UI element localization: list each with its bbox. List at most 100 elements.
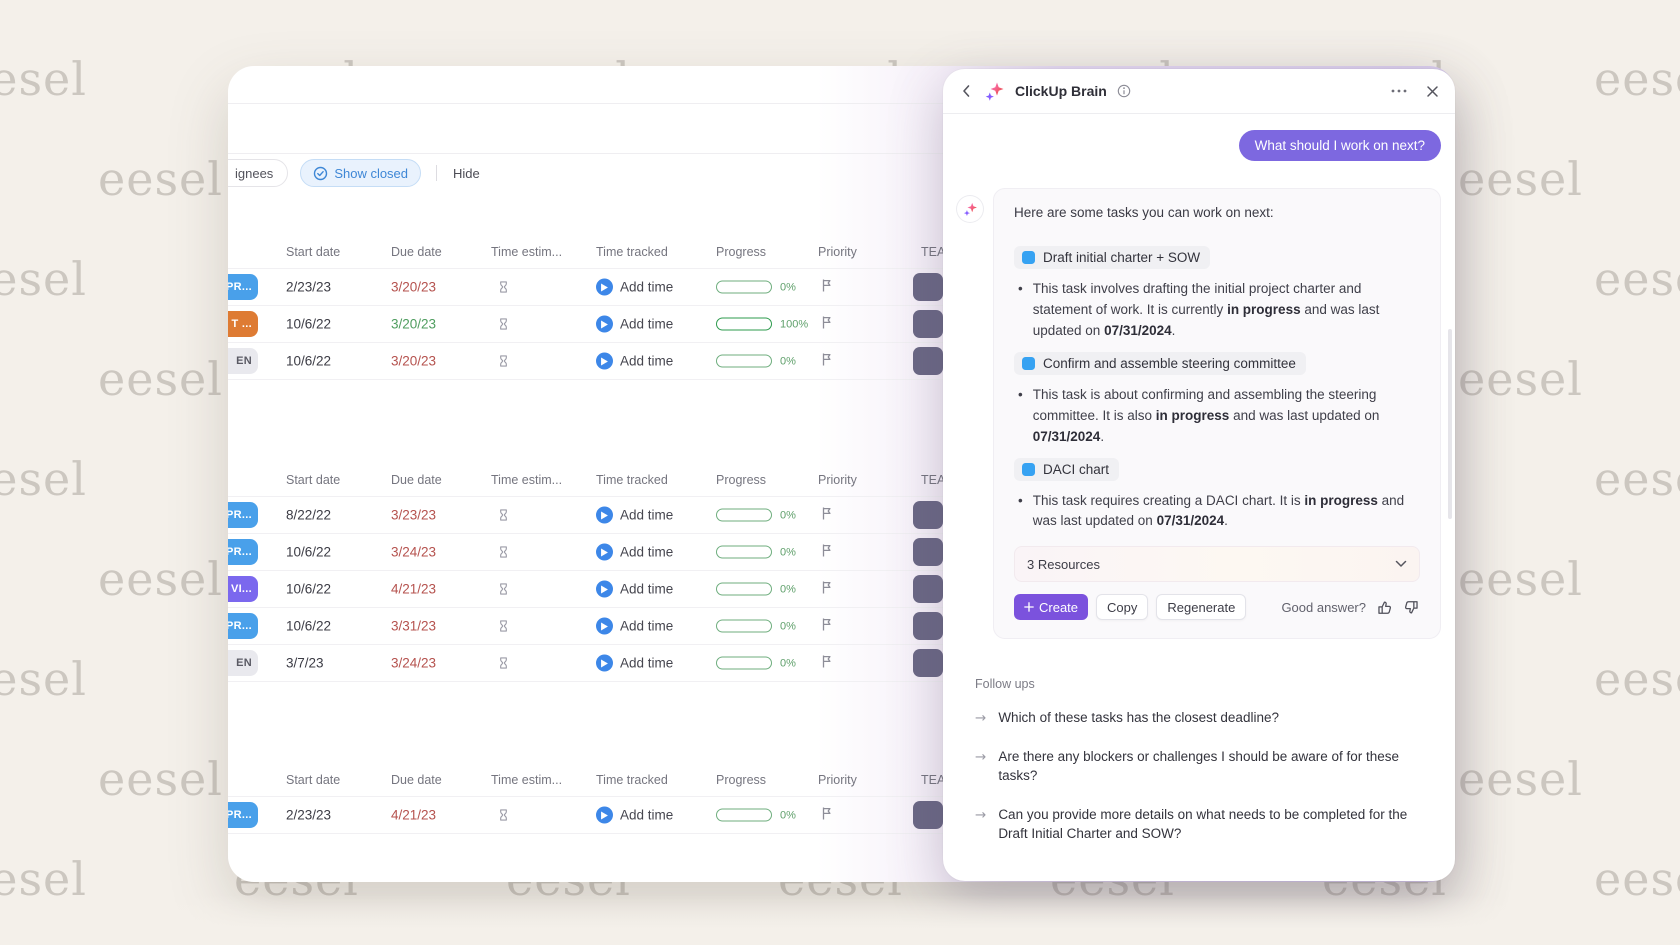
status-badge[interactable]: T ... bbox=[228, 311, 258, 337]
due-date-cell[interactable]: 4/21/23 bbox=[391, 581, 437, 597]
time-estimate-cell[interactable] bbox=[496, 581, 511, 597]
start-date-cell[interactable]: 10/6/22 bbox=[286, 316, 332, 332]
column-header[interactable]: Due date bbox=[391, 773, 442, 787]
task-row[interactable]: EN 10/6/22 3/20/23 Add time 0% bbox=[228, 342, 1455, 379]
team-badge[interactable] bbox=[913, 649, 943, 677]
column-header[interactable]: Start date bbox=[286, 473, 341, 487]
show-closed-toggle[interactable]: Show closed bbox=[300, 159, 422, 187]
status-badge[interactable]: VI... bbox=[228, 576, 258, 602]
resources-dropdown[interactable]: 3 Resources bbox=[1014, 546, 1420, 583]
hide-button[interactable]: Hide bbox=[453, 165, 480, 181]
column-header[interactable]: Time estim... bbox=[491, 245, 563, 259]
copy-button[interactable]: Copy bbox=[1096, 594, 1149, 621]
team-badge[interactable] bbox=[913, 538, 943, 566]
team-badge[interactable] bbox=[913, 575, 943, 603]
status-badge[interactable]: EN bbox=[228, 650, 258, 676]
due-date-cell[interactable]: 3/20/23 bbox=[391, 279, 437, 295]
column-header[interactable]: TEA bbox=[921, 245, 946, 259]
add-time-button[interactable]: Add time bbox=[596, 580, 673, 598]
add-time-button[interactable]: Add time bbox=[596, 806, 673, 824]
column-header[interactable]: Start date bbox=[286, 245, 341, 259]
due-date-cell[interactable]: 3/20/23 bbox=[391, 353, 437, 369]
due-date-cell[interactable]: 3/23/23 bbox=[391, 507, 437, 523]
priority-flag-icon[interactable] bbox=[820, 278, 834, 296]
column-header[interactable]: Progress bbox=[716, 245, 767, 259]
add-time-button[interactable]: Add time bbox=[596, 617, 673, 635]
start-date-cell[interactable]: 2/23/23 bbox=[286, 279, 332, 295]
column-header[interactable]: TEA bbox=[921, 473, 946, 487]
more-options-icon[interactable] bbox=[1390, 88, 1408, 94]
time-estimate-cell[interactable] bbox=[496, 316, 511, 332]
assignees-filter[interactable]: ignees bbox=[228, 159, 289, 187]
close-icon[interactable] bbox=[1426, 85, 1439, 98]
column-header[interactable]: Progress bbox=[716, 473, 767, 487]
add-time-button[interactable]: Add time bbox=[596, 315, 673, 333]
start-date-cell[interactable]: 10/6/22 bbox=[286, 353, 332, 369]
priority-flag-icon[interactable] bbox=[820, 506, 834, 524]
team-badge[interactable] bbox=[913, 273, 943, 301]
time-estimate-cell[interactable] bbox=[496, 618, 511, 634]
column-header[interactable]: Time estim... bbox=[491, 773, 563, 787]
column-header[interactable]: Time estim... bbox=[491, 473, 563, 487]
task-row[interactable]: PR... 8/22/22 3/23/23 Add time 0% bbox=[228, 496, 1455, 533]
followup-suggestion[interactable]: → Which of these tasks has the closest d… bbox=[975, 709, 1417, 728]
priority-flag-icon[interactable] bbox=[820, 352, 834, 370]
task-chip[interactable]: Draft initial charter + SOW bbox=[1014, 246, 1211, 269]
due-date-cell[interactable]: 3/24/23 bbox=[391, 544, 437, 560]
start-date-cell[interactable]: 2/23/23 bbox=[286, 807, 332, 823]
column-header[interactable]: Priority bbox=[818, 473, 857, 487]
due-date-cell[interactable]: 3/24/23 bbox=[391, 655, 437, 671]
time-estimate-cell[interactable] bbox=[496, 279, 511, 295]
time-estimate-cell[interactable] bbox=[496, 807, 511, 823]
team-badge[interactable] bbox=[913, 612, 943, 640]
back-button[interactable] bbox=[959, 83, 973, 99]
task-row[interactable]: PR... 2/23/23 4/21/23 Add time 0% bbox=[228, 796, 1455, 833]
priority-flag-icon[interactable] bbox=[820, 654, 834, 672]
time-estimate-cell[interactable] bbox=[496, 655, 511, 671]
priority-flag-icon[interactable] bbox=[820, 617, 834, 635]
start-date-cell[interactable]: 3/7/23 bbox=[286, 655, 324, 671]
task-row[interactable]: PR... 10/6/22 3/31/23 Add time 0% bbox=[228, 607, 1455, 644]
thumbs-down-icon[interactable] bbox=[1403, 599, 1420, 616]
priority-flag-icon[interactable] bbox=[820, 543, 834, 561]
column-header[interactable]: Progress bbox=[716, 773, 767, 787]
start-date-cell[interactable]: 10/6/22 bbox=[286, 581, 332, 597]
add-time-button[interactable]: Add time bbox=[596, 654, 673, 672]
priority-flag-icon[interactable] bbox=[820, 806, 834, 824]
create-button[interactable]: Create bbox=[1014, 594, 1089, 621]
task-row[interactable]: PR... 10/6/22 3/24/23 Add time 0% bbox=[228, 533, 1455, 570]
due-date-cell[interactable]: 3/31/23 bbox=[391, 618, 437, 634]
task-row[interactable]: T ... 10/6/22 3/20/23 Add time 100% bbox=[228, 305, 1455, 342]
status-badge[interactable]: PR... bbox=[228, 274, 258, 300]
column-header[interactable]: Due date bbox=[391, 473, 442, 487]
task-row[interactable]: VI... 10/6/22 4/21/23 Add time 0% bbox=[228, 570, 1455, 607]
due-date-cell[interactable]: 3/20/23 bbox=[391, 316, 437, 332]
status-badge[interactable]: EN bbox=[228, 348, 258, 374]
add-time-button[interactable]: Add time bbox=[596, 506, 673, 524]
regenerate-button[interactable]: Regenerate bbox=[1156, 594, 1247, 621]
team-badge[interactable] bbox=[913, 801, 943, 829]
due-date-cell[interactable]: 4/21/23 bbox=[391, 807, 437, 823]
add-time-button[interactable]: Add time bbox=[596, 352, 673, 370]
time-estimate-cell[interactable] bbox=[496, 353, 511, 369]
thumbs-up-icon[interactable] bbox=[1376, 599, 1393, 616]
followup-suggestion[interactable]: → Are there any blockers or challenges I… bbox=[975, 748, 1417, 786]
column-header[interactable]: Due date bbox=[391, 245, 442, 259]
time-estimate-cell[interactable] bbox=[496, 507, 511, 523]
task-chip[interactable]: Confirm and assemble steering committee bbox=[1014, 351, 1306, 375]
column-header[interactable]: TEA bbox=[921, 773, 946, 787]
time-estimate-cell[interactable] bbox=[496, 544, 511, 560]
followup-suggestion[interactable]: → Can you provide more details on what n… bbox=[975, 806, 1417, 844]
column-header[interactable]: Time tracked bbox=[596, 773, 668, 787]
team-badge[interactable] bbox=[913, 501, 943, 529]
task-chip[interactable]: DACI chart bbox=[1014, 457, 1120, 481]
task-row[interactable]: EN 3/7/23 3/24/23 Add time 0% bbox=[228, 644, 1455, 681]
column-header[interactable]: Start date bbox=[286, 773, 341, 787]
status-badge[interactable]: PR... bbox=[228, 502, 258, 528]
start-date-cell[interactable]: 8/22/22 bbox=[286, 507, 332, 523]
start-date-cell[interactable]: 10/6/22 bbox=[286, 618, 332, 634]
start-date-cell[interactable]: 10/6/22 bbox=[286, 544, 332, 560]
status-badge[interactable]: PR... bbox=[228, 613, 258, 639]
status-badge[interactable]: PR... bbox=[228, 802, 258, 828]
add-time-button[interactable]: Add time bbox=[596, 278, 673, 296]
